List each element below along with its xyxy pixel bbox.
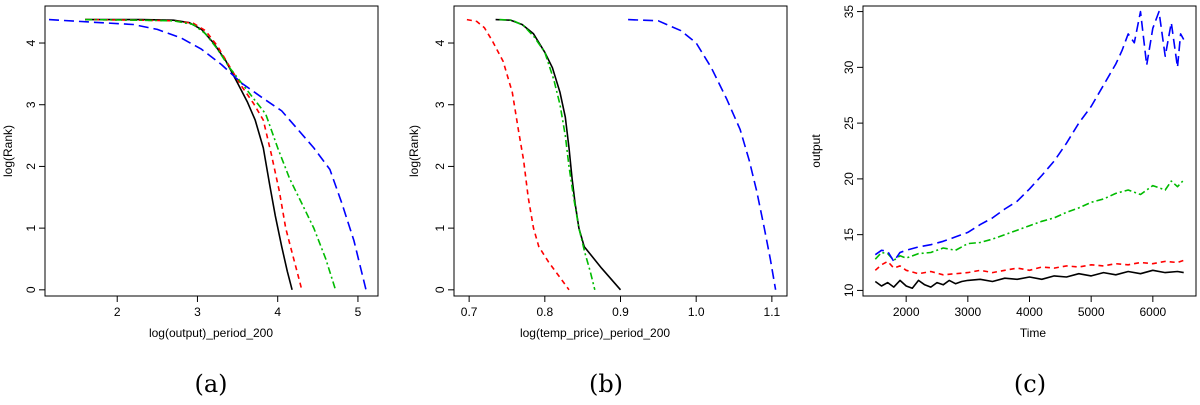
panel-a-series-green-dotdash [85, 18, 337, 291]
panel-c-xtick-label: 3000 [954, 305, 981, 319]
panel-b-plot-area: 0.7 0.8 0.9 1.0 1.1 0 1 2 3 4 [433, 18, 781, 319]
panel-c-xtick-label: 4000 [1016, 305, 1043, 319]
panel-a-series-red-dashed [85, 18, 303, 291]
panel-c-ytick-label: 10 [842, 283, 856, 297]
panel-a-xtick-label: 3 [194, 305, 201, 319]
panel-a-series-black-solid [85, 18, 293, 291]
panel-b-ytick-label: 1 [433, 224, 447, 231]
panel-b-caption: (b) [589, 370, 623, 398]
panel-b-xtick-label: 1.0 [688, 305, 705, 319]
panel-a-plot-area: 2 3 4 5 0 1 2 3 4 [24, 18, 367, 319]
panel-c-ytick-label: 15 [842, 228, 856, 242]
panel-b-series-black-solid [495, 18, 622, 291]
panel-c-series-blue-longdash [874, 10, 1185, 263]
panel-b-xtick-label: 0.7 [461, 305, 478, 319]
panel-b: 0.7 0.8 0.9 1.0 1.1 0 1 2 3 4 log(temp_price)_per… [407, 5, 788, 398]
panel-c-xtick-label: 6000 [1139, 305, 1166, 319]
panel-a-ytick-label: 3 [24, 101, 38, 108]
panel-b-ylabel: log(Rank) [407, 125, 421, 177]
panel-c: 2000 3000 4000 5000 6000 10 15 20 25 30 35 Time ou… [809, 5, 1197, 398]
panel-c-xtick-label: 5000 [1078, 305, 1105, 319]
panel-c-series-green-dotdash [874, 179, 1185, 262]
panel-a-xlabel: log(output)_period_200 [149, 326, 273, 340]
panel-b-xtick-label: 1.1 [764, 305, 781, 319]
panel-b-series-red-dashed [466, 18, 570, 291]
panel-c-ytick-label: 35 [842, 5, 856, 19]
panel-c-frame [862, 5, 1197, 297]
panel-a-ylabel: log(Rank) [1, 125, 15, 177]
panel-b-xtick-label: 0.9 [612, 305, 629, 319]
panel-c-series-red-dashed [874, 259, 1184, 276]
panel-c-ylabel: output [809, 134, 823, 168]
panel-b-ytick-label: 4 [433, 39, 447, 46]
panel-a-ytick-label: 2 [24, 163, 38, 170]
panel-a-caption: (a) [194, 370, 227, 398]
panel-b-series-blue-longdash [628, 18, 777, 290]
panel-a-xtick-label: 5 [355, 305, 362, 319]
panel-b-xtick-label: 0.8 [536, 305, 553, 319]
panel-c-ytick-label: 25 [842, 116, 856, 130]
panel-b-ytick-label: 2 [433, 163, 447, 170]
panel-b-xlabel: log(temp_price)_period_200 [520, 326, 670, 340]
panel-a-ytick-label: 1 [24, 224, 38, 231]
panel-a-ytick-label: 4 [24, 39, 38, 46]
panel-b-ytick-label: 0 [433, 286, 447, 293]
panel-b-series-green-dotdash [499, 18, 596, 290]
panel-a: 2 3 4 5 0 1 2 3 4 log(output)_period_200 log(Ran… [1, 5, 379, 398]
panel-a-xtick-label: 2 [114, 305, 121, 319]
panel-b-frame [453, 5, 788, 297]
panel-c-ytick-label: 30 [842, 60, 856, 74]
panel-c-series-black-solid [874, 269, 1184, 290]
panel-a-ytick-label: 0 [24, 286, 38, 293]
panel-c-caption: (c) [1014, 370, 1046, 398]
panel-b-ytick-label: 3 [433, 101, 447, 108]
panel-a-series-blue-longdash [48, 18, 367, 290]
panel-a-frame [44, 5, 379, 297]
panel-a-xtick-label: 4 [274, 305, 281, 319]
panel-c-xtick-label: 2000 [893, 305, 920, 319]
panel-c-xlabel: Time [1020, 326, 1047, 340]
panel-c-ytick-label: 20 [842, 172, 856, 186]
panel-c-plot-area: 2000 3000 4000 5000 6000 10 15 20 25 30 35 [842, 5, 1185, 319]
